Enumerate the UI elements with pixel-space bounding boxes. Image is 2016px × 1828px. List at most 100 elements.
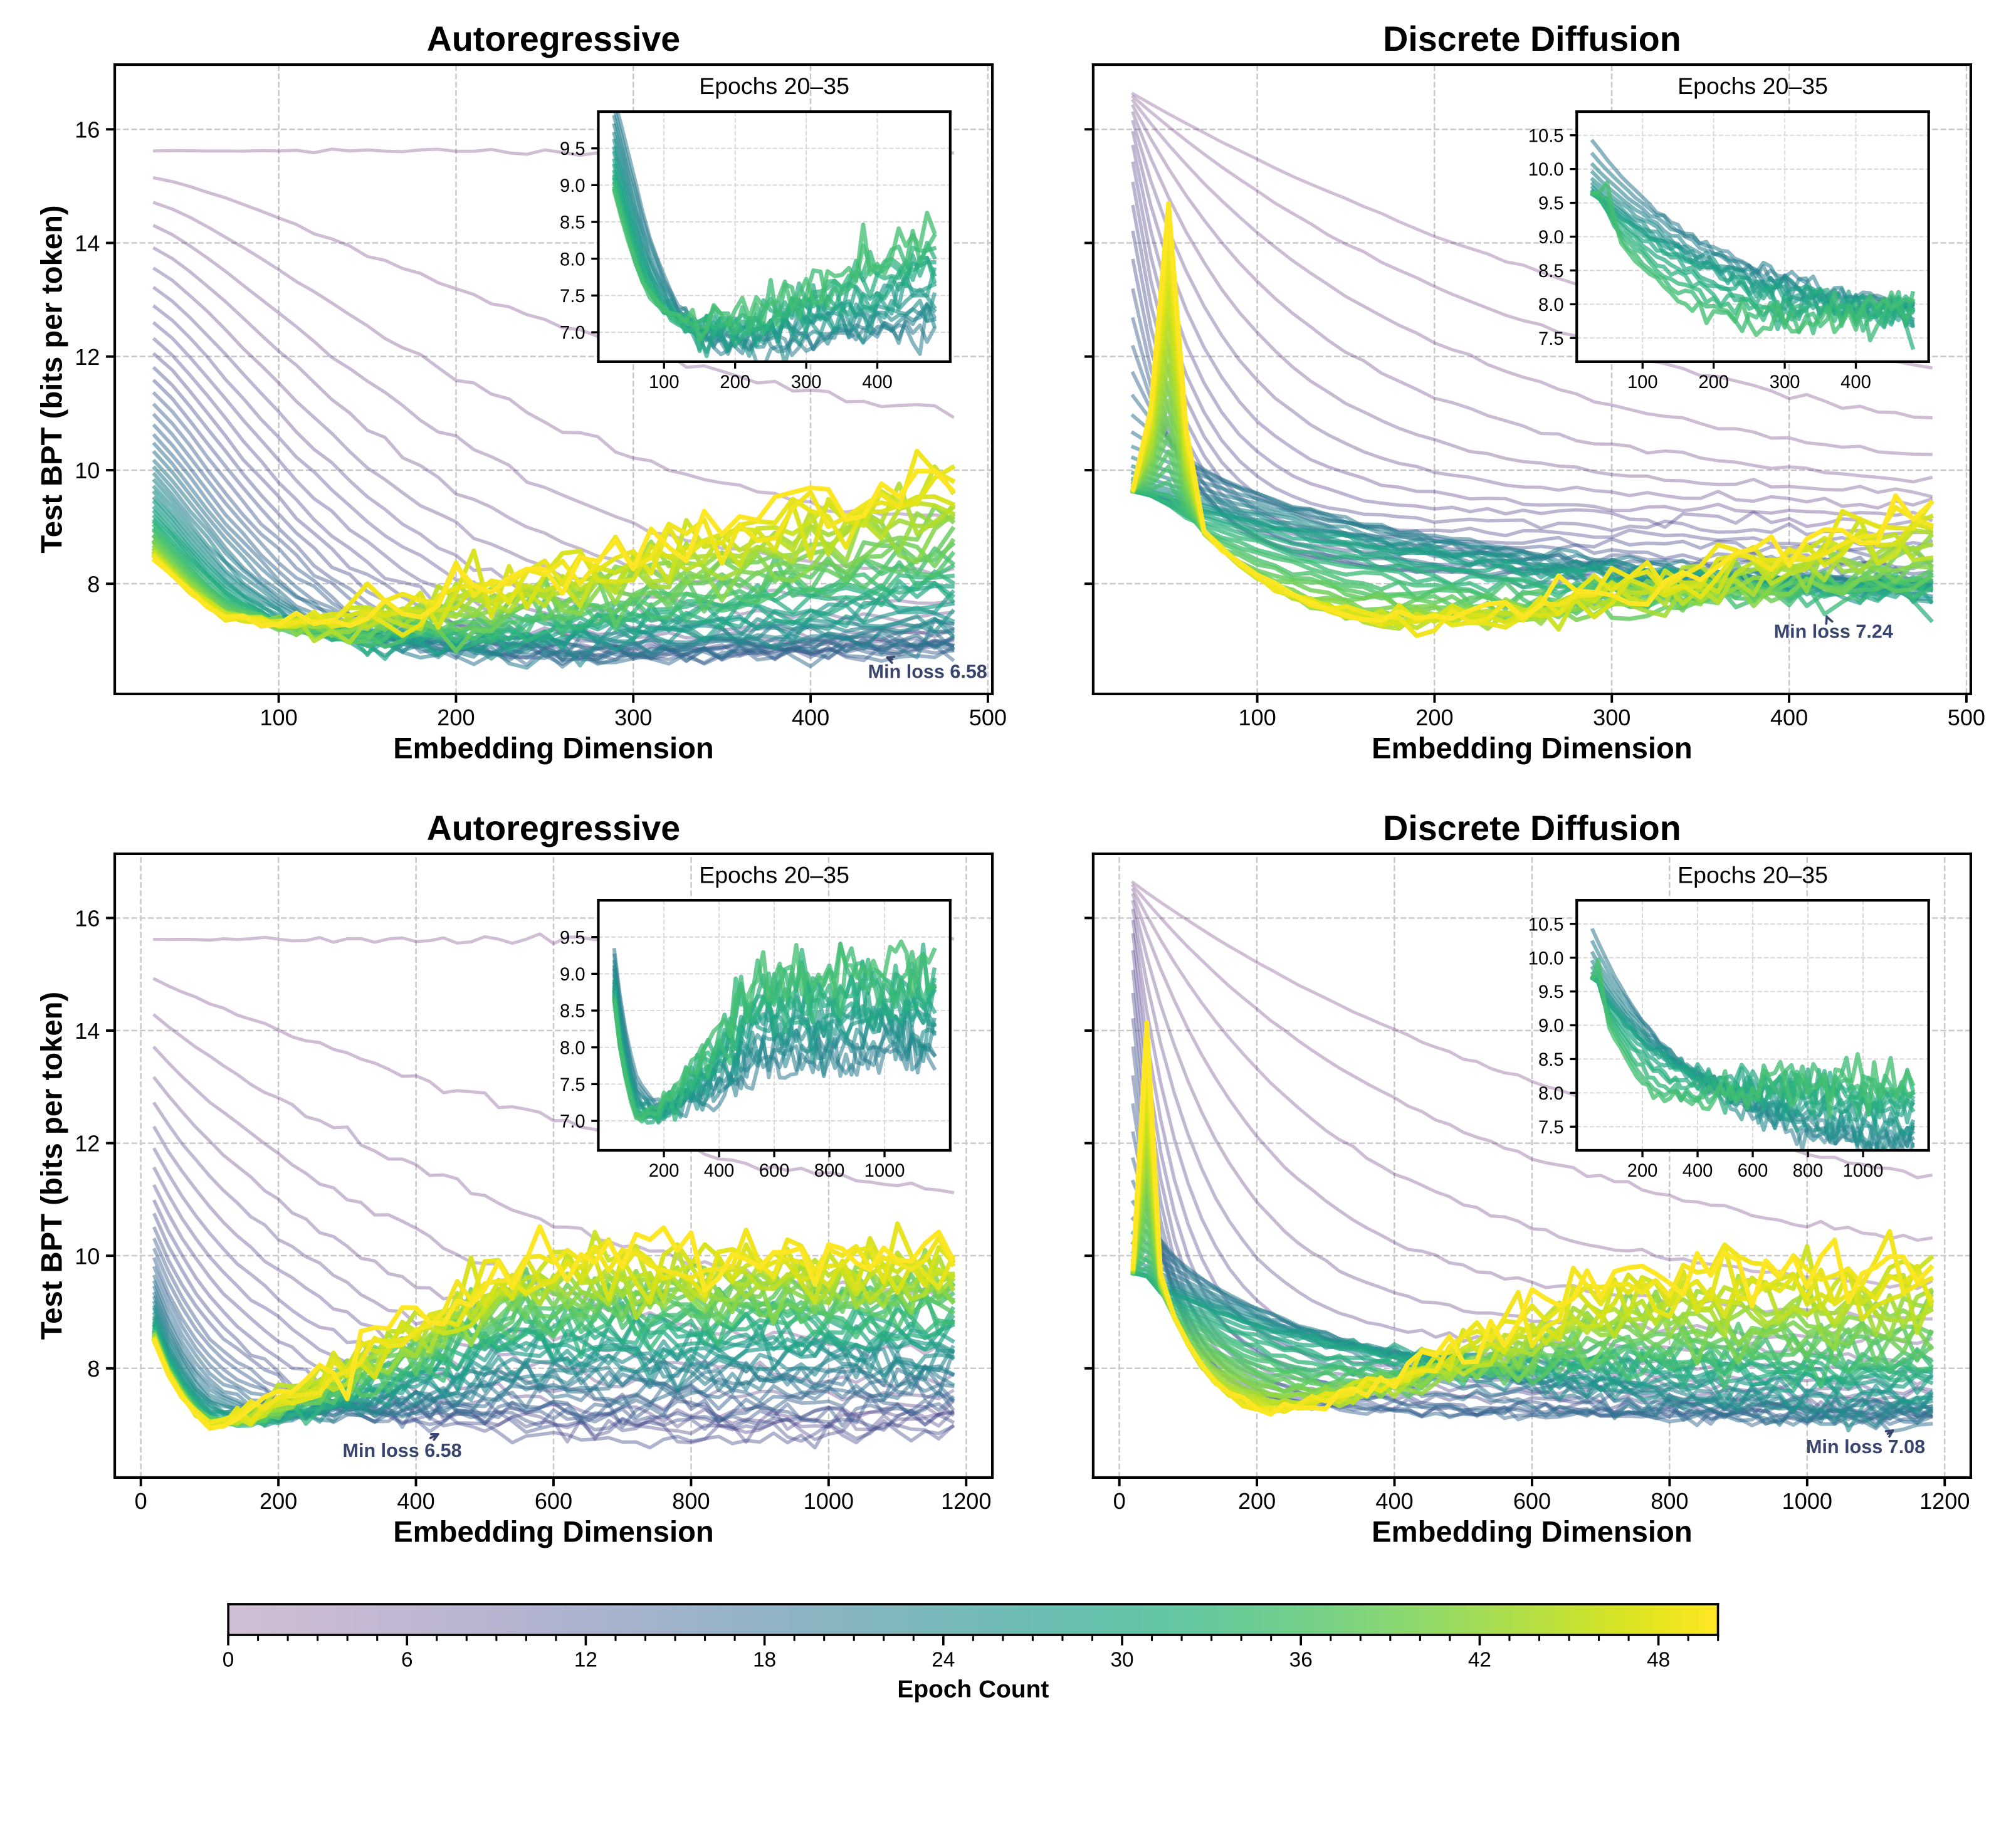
svg-text:Autoregressive: Autoregressive — [427, 19, 680, 58]
svg-text:8: 8 — [87, 571, 100, 597]
svg-text:10.0: 10.0 — [1528, 160, 1564, 180]
svg-text:1000: 1000 — [1843, 1161, 1884, 1181]
svg-text:9.0: 9.0 — [560, 965, 585, 985]
svg-text:1000: 1000 — [864, 1161, 905, 1181]
svg-text:1000: 1000 — [1782, 1488, 1832, 1514]
svg-text:Embedding Dimension: Embedding Dimension — [393, 1516, 714, 1549]
svg-text:7.5: 7.5 — [560, 286, 585, 307]
svg-text:100: 100 — [1238, 705, 1276, 730]
svg-text:200: 200 — [1238, 1488, 1276, 1514]
svg-text:Min loss 6.58: Min loss 6.58 — [343, 1440, 462, 1461]
svg-text:300: 300 — [1770, 372, 1800, 392]
svg-text:16: 16 — [75, 905, 100, 931]
svg-text:18: 18 — [753, 1649, 776, 1672]
svg-text:8.0: 8.0 — [560, 1038, 585, 1058]
svg-text:8.0: 8.0 — [1538, 295, 1564, 315]
svg-text:Test BPT (bits per token): Test BPT (bits per token) — [35, 992, 68, 1340]
svg-text:8.0: 8.0 — [1538, 1084, 1564, 1104]
svg-text:16: 16 — [75, 117, 100, 142]
svg-text:0: 0 — [1113, 1488, 1126, 1514]
svg-text:12: 12 — [75, 344, 100, 370]
svg-text:1000: 1000 — [804, 1488, 854, 1514]
svg-text:200: 200 — [1627, 1161, 1658, 1181]
svg-text:200: 200 — [437, 705, 475, 730]
svg-text:10.0: 10.0 — [1528, 948, 1564, 969]
svg-text:48: 48 — [1647, 1649, 1670, 1672]
svg-text:12: 12 — [75, 1131, 100, 1157]
svg-text:9.5: 9.5 — [1538, 982, 1564, 1002]
svg-text:8.0: 8.0 — [560, 250, 585, 270]
svg-text:Embedding Dimension: Embedding Dimension — [1372, 732, 1693, 765]
svg-text:Epochs 20–35: Epochs 20–35 — [1677, 73, 1828, 99]
svg-text:400: 400 — [1683, 1161, 1713, 1181]
svg-text:300: 300 — [791, 372, 822, 392]
svg-text:100: 100 — [260, 705, 297, 730]
svg-text:14: 14 — [75, 1018, 100, 1044]
svg-text:Discrete Diffusion: Discrete Diffusion — [1383, 19, 1681, 58]
svg-text:1200: 1200 — [1919, 1488, 1970, 1514]
svg-text:8.5: 8.5 — [1538, 1050, 1564, 1070]
svg-text:800: 800 — [672, 1488, 710, 1514]
svg-text:800: 800 — [1793, 1161, 1824, 1181]
svg-text:Autoregressive: Autoregressive — [427, 809, 680, 848]
svg-text:600: 600 — [1738, 1161, 1768, 1181]
svg-text:200: 200 — [1698, 372, 1729, 392]
svg-text:8.5: 8.5 — [560, 213, 585, 233]
svg-text:Discrete Diffusion: Discrete Diffusion — [1383, 809, 1681, 848]
svg-text:Epoch Count: Epoch Count — [897, 1676, 1049, 1703]
svg-text:400: 400 — [397, 1488, 434, 1514]
svg-text:9.5: 9.5 — [560, 139, 585, 159]
svg-text:0: 0 — [135, 1488, 147, 1514]
svg-text:400: 400 — [1375, 1488, 1413, 1514]
svg-text:8.5: 8.5 — [560, 1002, 585, 1022]
svg-text:400: 400 — [1840, 372, 1871, 392]
svg-text:7.5: 7.5 — [560, 1075, 585, 1095]
svg-text:7.0: 7.0 — [560, 323, 585, 344]
svg-text:10.5: 10.5 — [1528, 915, 1564, 935]
svg-text:500: 500 — [969, 705, 1007, 730]
svg-text:12: 12 — [574, 1649, 597, 1672]
svg-text:200: 200 — [649, 1161, 680, 1181]
svg-text:800: 800 — [814, 1161, 845, 1181]
svg-text:400: 400 — [704, 1161, 735, 1181]
svg-text:6: 6 — [401, 1649, 413, 1672]
svg-text:200: 200 — [1415, 705, 1453, 730]
svg-text:9.5: 9.5 — [1538, 194, 1564, 214]
svg-text:Min loss 7.08: Min loss 7.08 — [1806, 1436, 1925, 1458]
svg-text:9.0: 9.0 — [1538, 228, 1564, 248]
svg-text:400: 400 — [792, 705, 829, 730]
svg-text:600: 600 — [1513, 1488, 1551, 1514]
svg-text:9.0: 9.0 — [560, 176, 585, 196]
svg-text:30: 30 — [1110, 1649, 1133, 1672]
svg-text:Min loss 6.58: Min loss 6.58 — [868, 661, 987, 683]
svg-text:7.0: 7.0 — [560, 1112, 585, 1132]
svg-text:8: 8 — [87, 1356, 100, 1382]
svg-text:100: 100 — [1627, 372, 1658, 392]
svg-text:400: 400 — [1770, 705, 1808, 730]
svg-text:200: 200 — [260, 1488, 297, 1514]
svg-text:9.5: 9.5 — [560, 928, 585, 948]
svg-text:Min loss 7.24: Min loss 7.24 — [1774, 621, 1893, 643]
svg-text:300: 300 — [614, 705, 652, 730]
svg-text:36: 36 — [1289, 1649, 1313, 1672]
svg-text:7.5: 7.5 — [1538, 1118, 1564, 1138]
svg-text:10: 10 — [75, 1243, 100, 1269]
svg-text:1200: 1200 — [941, 1488, 991, 1514]
svg-text:42: 42 — [1468, 1649, 1491, 1672]
svg-text:Test BPT (bits per token): Test BPT (bits per token) — [35, 205, 68, 553]
svg-text:8.5: 8.5 — [1538, 261, 1564, 281]
svg-text:600: 600 — [759, 1161, 790, 1181]
svg-text:800: 800 — [1651, 1488, 1688, 1514]
svg-text:9.0: 9.0 — [1538, 1016, 1564, 1036]
svg-text:200: 200 — [720, 372, 750, 392]
svg-text:10: 10 — [75, 458, 100, 483]
svg-text:7.5: 7.5 — [1538, 329, 1564, 349]
svg-text:500: 500 — [1948, 705, 1985, 730]
svg-text:100: 100 — [649, 372, 680, 392]
svg-text:600: 600 — [535, 1488, 572, 1514]
svg-text:14: 14 — [75, 231, 100, 256]
svg-text:10.5: 10.5 — [1528, 126, 1564, 146]
svg-text:0: 0 — [223, 1649, 234, 1672]
svg-text:Embedding Dimension: Embedding Dimension — [393, 732, 714, 765]
svg-text:Epochs 20–35: Epochs 20–35 — [699, 861, 849, 888]
